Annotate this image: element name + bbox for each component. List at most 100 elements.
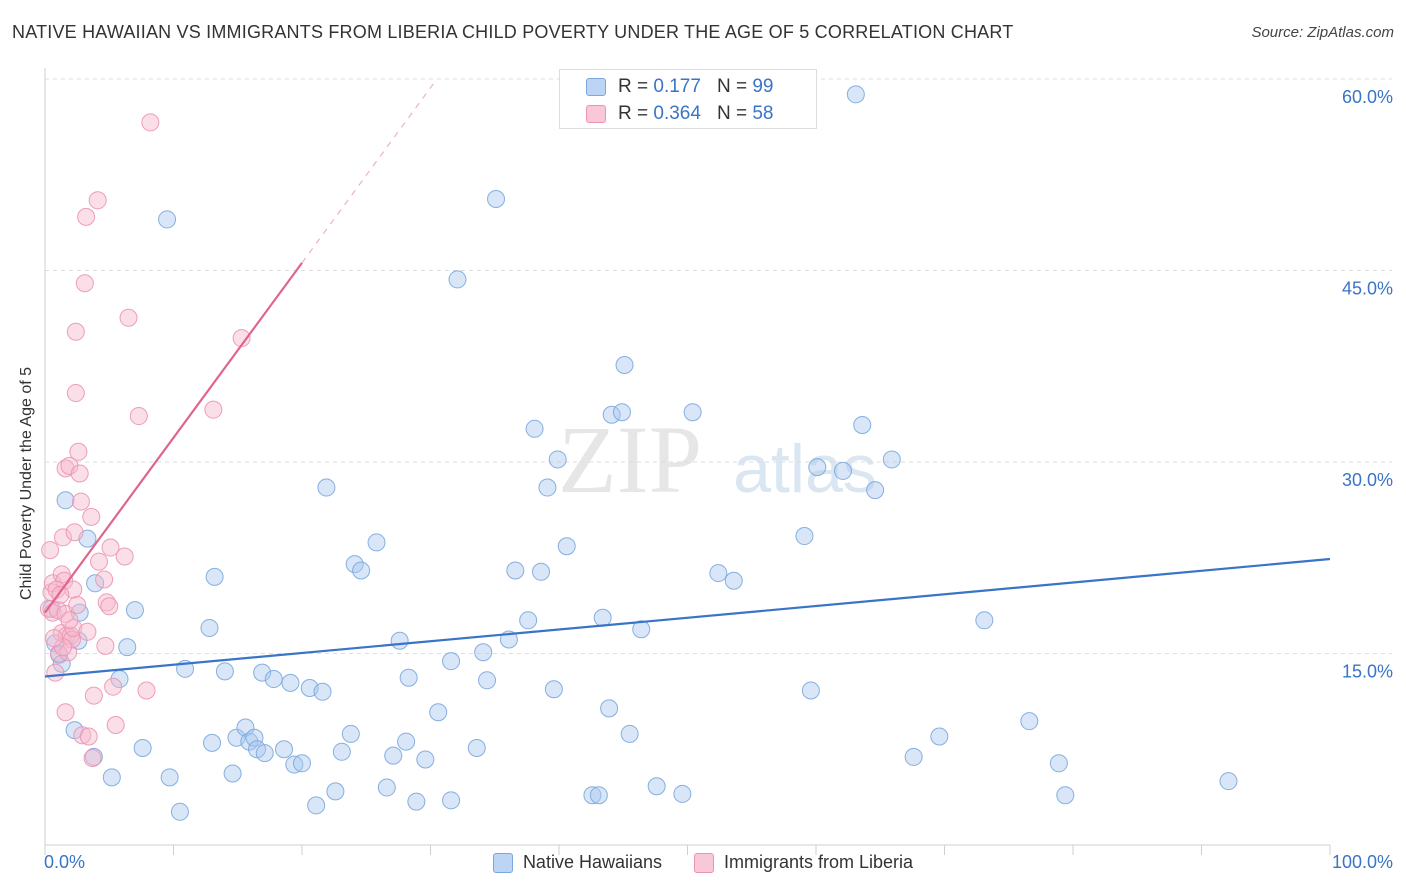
liberia-point	[69, 442, 88, 461]
liberia-point	[77, 207, 96, 226]
native-hawaiian-point	[1056, 786, 1075, 805]
liberia-point	[84, 686, 103, 705]
n-value: 99	[752, 76, 774, 97]
liberia-point	[119, 308, 138, 327]
blue-swatch	[492, 852, 513, 873]
liberia-points	[39, 113, 251, 768]
native-hawaiian-point	[429, 703, 448, 722]
liberia-point	[95, 570, 114, 589]
native-hawaiian-point	[548, 450, 567, 469]
liberia-point	[104, 677, 123, 696]
liberia-point	[101, 538, 120, 557]
native-hawaiian-point	[882, 450, 901, 469]
native-hawaiian-point	[930, 727, 949, 746]
native-hawaiian-point	[223, 764, 242, 783]
native-hawaiian-point	[1020, 712, 1039, 731]
legend-item-native-hawaiians[interactable]: Native Hawaiians	[492, 852, 662, 873]
stats-legend: R = 0.177 N = 99 R = 0.364 N = 58	[559, 69, 817, 129]
native-hawaiian-point	[118, 638, 137, 657]
native-hawaiian-point	[474, 643, 493, 662]
native-hawaiian-point	[544, 680, 563, 699]
native-hawaiian-point	[245, 728, 264, 747]
native-hawaiian-point	[160, 768, 179, 787]
liberia-point	[62, 630, 81, 649]
native-hawaiian-point	[975, 611, 994, 630]
liberia-point	[78, 622, 97, 641]
r-label: R =	[618, 103, 649, 124]
native-hawaiian-point	[307, 796, 326, 815]
native-hawaiian-point	[583, 786, 602, 805]
liberia-point	[89, 552, 108, 571]
liberia-point	[137, 681, 156, 700]
native-hawaiian-point	[215, 662, 234, 681]
native-hawaiian-point	[345, 555, 364, 574]
native-hawaiian-point	[801, 681, 820, 700]
native-hawaiian-point	[532, 562, 551, 581]
native-hawaiian-point	[506, 561, 525, 580]
liberia-point	[73, 726, 92, 745]
native-hawaiian-point	[102, 768, 121, 787]
liberia-point	[88, 191, 107, 210]
legend-label: Immigrants from Liberia	[724, 852, 914, 872]
native-hawaiian-point	[158, 210, 177, 229]
native-hawaiian-point	[467, 738, 486, 757]
liberia-point	[71, 492, 90, 511]
liberia-point	[68, 595, 87, 614]
x-tick-max: 100.0%	[1331, 852, 1393, 872]
y-tick-label: 15.0%	[1342, 662, 1393, 682]
liberia-point	[83, 749, 102, 768]
stats-row-native-hawaiians: R = 0.177 N = 99	[586, 74, 773, 100]
liberia-point	[60, 611, 79, 630]
source-label: Source: ZipAtlas.com	[1251, 24, 1394, 41]
native-hawaiians-trend-line	[44, 557, 1331, 678]
x-tick-min: 0.0%	[44, 852, 86, 872]
native-hawaiian-point	[866, 481, 885, 500]
n-value: 58	[752, 103, 774, 124]
native-hawaiian-point	[352, 561, 371, 580]
grid	[45, 78, 1392, 654]
native-hawaiian-point	[647, 777, 666, 796]
native-hawaiian-point	[326, 782, 345, 801]
watermark-atlas: atlas	[733, 431, 877, 507]
native-hawaiian-point	[313, 682, 332, 701]
native-hawaiian-point	[390, 631, 409, 650]
native-hawaiian-point	[632, 620, 651, 639]
liberia-point	[96, 636, 115, 655]
native-hawaiian-point	[478, 671, 497, 690]
native-hawaiian-point	[281, 673, 300, 692]
native-hawaiian-point	[724, 571, 743, 590]
legend-item-liberia[interactable]: Immigrants from Liberia	[694, 852, 913, 873]
r-value: 0.364	[653, 103, 701, 124]
native-hawaiian-point	[341, 724, 360, 743]
stats-row-liberia: R = 0.364 N = 58	[586, 101, 773, 127]
native-hawaiian-point	[487, 190, 506, 209]
liberia-point	[53, 528, 72, 547]
native-hawaiian-point	[1219, 772, 1238, 791]
native-hawaiian-point	[264, 670, 283, 689]
liberia-point	[129, 407, 148, 426]
native-hawaiian-point	[56, 491, 75, 510]
native-hawaiian-point	[332, 742, 351, 761]
liberia-trend-extension	[301, 78, 438, 264]
native-hawaiian-point	[612, 403, 631, 422]
native-hawaiian-point	[86, 574, 105, 593]
native-hawaiian-point	[285, 755, 304, 774]
native-hawaiian-point	[125, 601, 144, 620]
native-hawaiian-point	[205, 567, 224, 586]
r-label: R =	[618, 76, 649, 97]
liberia-point	[100, 597, 119, 616]
liberia-point	[70, 464, 89, 483]
native-hawaiian-point	[557, 537, 576, 556]
native-hawaiian-point	[795, 527, 814, 546]
native-hawaiian-point	[602, 405, 621, 424]
native-hawaiian-point	[200, 618, 219, 637]
native-hawaiian-point	[416, 750, 435, 769]
liberia-point	[82, 507, 101, 526]
liberia-point	[106, 715, 125, 734]
native-hawaiian-point	[236, 718, 255, 737]
native-hawaiian-point	[367, 533, 386, 552]
native-hawaiian-point	[170, 802, 189, 821]
liberia-point	[65, 523, 84, 542]
native-hawaiian-point	[615, 355, 634, 374]
